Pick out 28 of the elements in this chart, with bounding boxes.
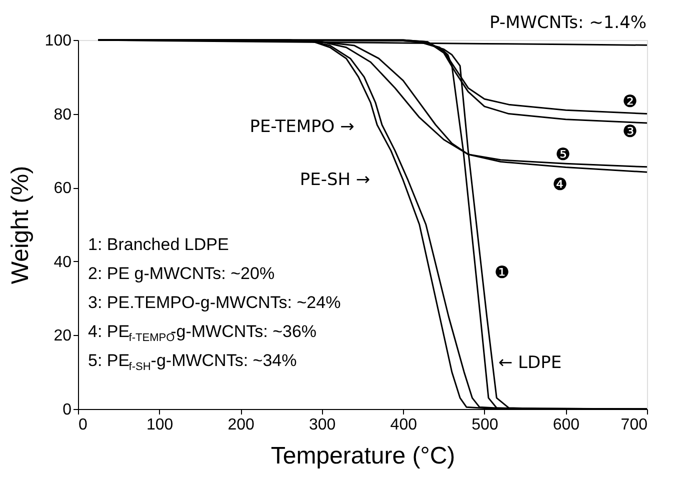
x-axis-title: Temperature (°C) — [270, 442, 456, 470]
y-tick-label: 0 — [62, 402, 72, 418]
annotation: ❹ — [552, 175, 568, 195]
annotation: 1: Branched LDPE — [88, 235, 229, 254]
y-tick-label: 80 — [54, 106, 72, 124]
x-tick-label: 700 — [620, 416, 648, 434]
y-tick-label: 60 — [54, 180, 72, 198]
annotation: 3: PE.TEMPO-g-MWCNTs: ~24% — [88, 293, 341, 312]
annotation: PE-TEMPO → — [250, 117, 354, 137]
x-tick-label: 300 — [309, 416, 336, 434]
annotation: ❶ — [494, 263, 510, 283]
annotation: PE-SH → — [300, 170, 370, 190]
text: P-MWCNTs: ~1.4% — [489, 13, 647, 33]
x-tick-label: 400 — [390, 416, 418, 434]
x-tick-label: 200 — [228, 416, 255, 434]
annotation: ❸ — [622, 122, 638, 142]
y-tick-label: 40 — [54, 254, 72, 271]
annotation: 2: PE g-MWCNTs: ~20% — [88, 264, 275, 283]
annotation: ❺ — [555, 145, 571, 165]
annotation: ← LDPE — [498, 353, 562, 373]
x-tick-label: 100 — [146, 416, 174, 434]
y-axis-title: Weight (%) — [6, 166, 34, 284]
x-tick-label: 600 — [552, 416, 580, 434]
x-tick-label: 0 — [78, 416, 88, 434]
x-tick-label: 500 — [472, 416, 498, 434]
y-tick-label: 20 — [54, 328, 72, 345]
annotation: ❷ — [622, 92, 638, 112]
y-tick-label: 100 — [44, 32, 72, 50]
